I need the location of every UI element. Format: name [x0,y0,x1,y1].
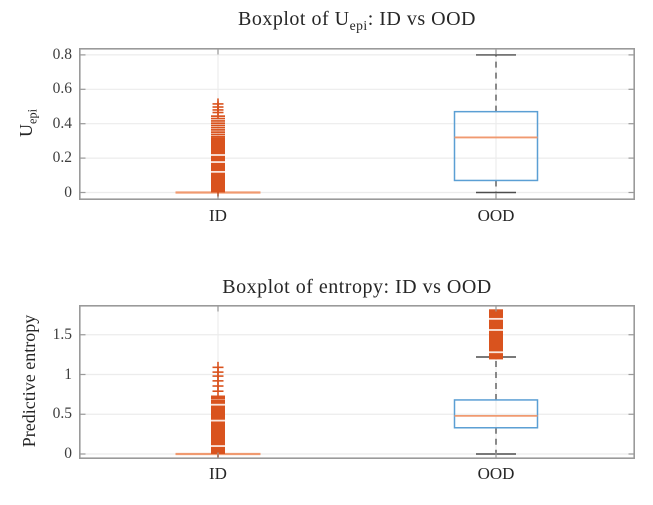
box-group-id [175,98,261,197]
outliers-id [211,361,225,458]
outlier-band [211,137,225,193]
outlier-band-gap [211,170,225,173]
y-tick-label: 1.5 [52,325,72,343]
outlier-band-gap [211,445,225,447]
iqr-box [453,110,539,182]
outlier-band-gap [489,329,503,331]
axes-frame [79,48,635,200]
y-tick-label: 0 [64,445,72,462]
title-text: Boxplot of U [238,8,350,30]
y-tick-label: 0.8 [52,45,72,63]
outlier-band [489,309,503,360]
x-tick-label-ood: OOD [477,206,515,225]
y-tick-label: 0 [64,183,72,201]
y-tick-label: 0.4 [52,114,72,132]
y-tick-label: 0.5 [52,405,72,423]
axes-entropy [79,305,635,459]
axes-uepi [79,48,635,200]
iqr-box [453,399,539,429]
outlier-band-gap [211,419,225,422]
title-text: Boxplot of entropy: ID vs OOD [222,276,492,298]
outlier-band-gap [211,161,225,163]
x-tick-label-ood: OOD [477,464,515,483]
outlier-band [211,399,225,454]
y-tick-label: 0.2 [52,149,72,167]
axes-border [79,48,635,200]
outlier-band-gap [211,154,225,156]
gridlines [80,49,634,199]
y-tick-label: 0.6 [52,80,72,98]
outlier-band-gap [489,317,503,320]
plot-title-uepi: Boxplot of Uepi: ID vs OOD [79,8,635,37]
title-text: : ID vs OOD [367,8,476,30]
axes-border [79,305,635,459]
axes-frame [79,305,635,459]
outlier-band-gap [211,403,225,406]
y-tick-label: 1 [64,365,72,383]
box-group-ood [453,54,539,194]
outliers-id [211,98,225,197]
outliers-ood [489,309,503,360]
plot-title-entropy: Boxplot of entropy: ID vs OOD [79,276,635,305]
box-group-id [175,361,261,458]
outlier-band-gap [489,351,503,354]
gridlines [80,306,634,458]
x-tick-label-id: ID [209,464,227,483]
title-subscript: epi [349,18,368,33]
x-tick-label-id: ID [209,206,227,225]
